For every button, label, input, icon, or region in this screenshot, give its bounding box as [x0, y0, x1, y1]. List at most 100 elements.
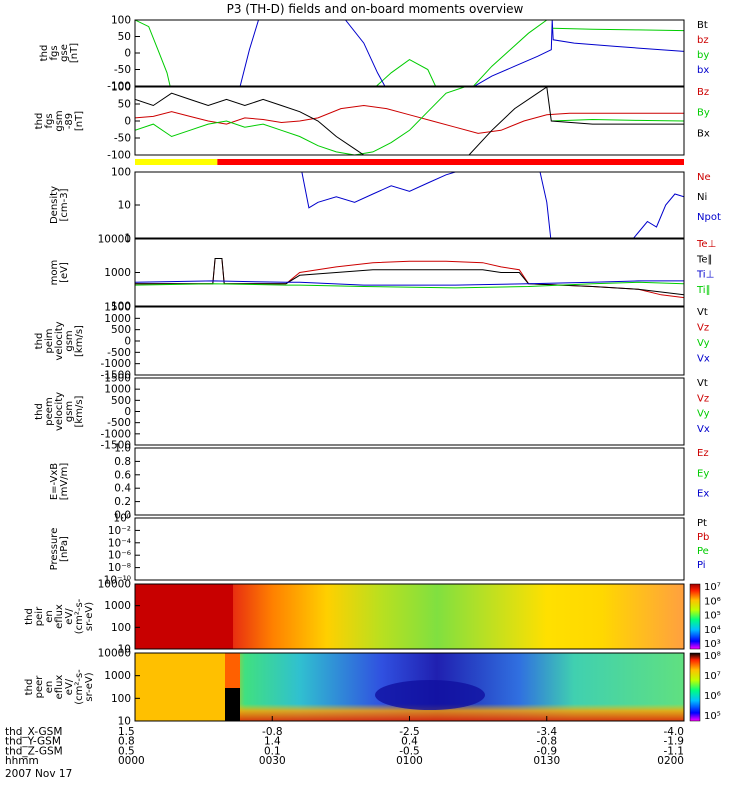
peir-spectrogram-block [135, 584, 233, 649]
legend-label-fgs_gse: bz [697, 35, 709, 46]
series-line-fgs_gse-by [375, 59, 437, 86]
peer-spectrogram-gap [225, 688, 240, 721]
footer-row-value: -1.1 [664, 745, 685, 757]
series-line-mom_temp-Te∥ [135, 258, 684, 296]
ylabel-peer_spec: (cm²-s- [74, 669, 85, 705]
ytick-label-fgs_gsm: -50 [114, 133, 131, 145]
panel-frame-density [134, 171, 685, 239]
footer-row-value: 0.5 [118, 745, 135, 757]
footer-row-value: 1.4 [264, 736, 281, 748]
footer-row-value: -2.5 [399, 726, 420, 738]
footer-date: 2007 Nov 17 [5, 768, 72, 780]
ytick-label-peir_spec: 10 [118, 644, 131, 656]
legend-label-peim_velocity: Vt [697, 307, 708, 318]
ylabel-fgs_gsm: thd [34, 113, 45, 130]
footer-row-value: -0.5 [399, 745, 420, 757]
legend-label-pressure: Pb [697, 532, 709, 543]
ytick-label-fgs_gsm: 100 [111, 82, 131, 94]
ylabel-pressure: [nPa] [59, 536, 70, 562]
footer-row-value: 0.8 [118, 736, 135, 748]
series-group-fgs_gse [135, 20, 684, 86]
footer-row-value: 1.5 [118, 726, 135, 738]
legend-label-mom_temp: Ti⊥ [696, 270, 714, 281]
legend-label-mom_temp: Te∥ [696, 254, 713, 265]
chart-title: P3 (TH-D) fields and on-board moments ov… [227, 2, 524, 16]
footer-row-label: hhmm [5, 755, 39, 767]
ylabel-peir_spec: (cm²-s- [74, 598, 85, 634]
mode-bar [135, 159, 684, 165]
ytick-label-density: 100 [111, 167, 131, 179]
colorbar-tick-peir_spec: 10⁴ [704, 625, 721, 636]
ytick-label-fgs_gse: 50 [118, 31, 131, 43]
ytick-label-mom_temp: 10000 [98, 234, 131, 246]
footer-row-label: thd_Z-GSM [5, 745, 63, 757]
legend-label-fgs_gsm: Bx [697, 128, 710, 139]
ylabel-peir_spec: eflux [54, 604, 65, 629]
ytick-label-pressure: 10⁰ [113, 513, 131, 525]
panel-frame-peim_velocity [134, 306, 685, 376]
ylabel-peer_spec: eV/ [64, 678, 75, 695]
ytick-label-fgs_gsm: 0 [124, 116, 131, 128]
ytick-label-efield: 0.8 [114, 456, 131, 468]
legend-label-efield: Ey [697, 468, 709, 479]
ylabel-peer_spec: en [44, 681, 55, 694]
ytick-label-peir_spec: 1000 [104, 600, 131, 612]
ytick-label-peer_spec: 1000 [104, 670, 131, 682]
ytick-label-peem_velocity: -1500 [100, 440, 131, 452]
series-line-density-Npot [633, 193, 684, 238]
footer-row-label: thd_X-GSM [5, 726, 62, 738]
ylabel-peim_velocity: gsm [64, 330, 75, 351]
ytick-label-peim_velocity: -500 [107, 347, 131, 359]
series-line-mom_temp-Te⊥ [135, 258, 684, 299]
ytick-label-pressure: 10⁻⁴ [108, 537, 131, 549]
panel-frame-peem_velocity [134, 377, 685, 446]
peer-spectrogram-core [375, 680, 485, 710]
colorbar-peir [689, 583, 701, 650]
footer-row-value: 0100 [396, 755, 423, 767]
footer-row-value: 0000 [118, 755, 145, 767]
series-group-density [301, 172, 684, 238]
ytick-label-efield: 0.4 [114, 483, 131, 495]
ytick-label-peer_spec: 100 [111, 693, 131, 705]
ylabel-peem_velocity: velocity [54, 392, 65, 431]
ylabel-peem_velocity: thd [34, 403, 45, 420]
ylabel-peir_spec: peir [34, 606, 45, 626]
ytick-label-fgs_gse: -100 [107, 81, 131, 93]
ytick-label-pressure: 10⁻⁶ [108, 550, 131, 562]
series-line-fgs_gse-bx [239, 20, 259, 86]
legend-label-mom_temp: Ti∥ [696, 285, 711, 296]
panel-frame-fgs_gsm [134, 86, 685, 156]
legend-label-peem_velocity: Vx [697, 424, 710, 435]
footer-row-value: 0130 [533, 755, 560, 767]
legend-label-mom_temp: Te⊥ [696, 239, 716, 250]
ylabel-peim_velocity: peim [44, 328, 55, 353]
legend-label-peem_velocity: Vy [697, 409, 710, 420]
panel-frame-pressure [134, 517, 685, 581]
ytick-label-mom_temp: 1000 [104, 267, 131, 279]
ylabel-fgs_gsm: fgs [44, 113, 55, 128]
series-line-fgs_gse-bx [473, 20, 684, 86]
ytick-label-peer_spec: 10 [118, 716, 131, 728]
ylabel-peem_velocity: gsm [64, 401, 75, 422]
series-line-density-Npot [301, 172, 552, 238]
ytick-label-pressure: 10⁻¹⁰ [104, 575, 131, 587]
ytick-label-peem_velocity: 1000 [104, 384, 131, 396]
footer-row-value: -0.9 [537, 745, 558, 757]
legend-label-density: Ni [697, 192, 707, 203]
footer-row-value: -3.4 [537, 726, 558, 738]
footer-row-value: 0.1 [264, 745, 281, 757]
ylabel-efield: [mV/m] [59, 463, 70, 501]
ylabel-mom_temp: mom [49, 260, 60, 286]
ylabel-fgs_gse: fgs [49, 45, 60, 60]
peer-spectrogram-gap-top [225, 653, 240, 688]
colorbar-tick-peer_spec: 10⁵ [704, 711, 721, 722]
ytick-label-fgs_gsm: 50 [118, 99, 131, 111]
colorbar-tick-peer_spec: 10⁷ [704, 671, 721, 682]
legend-label-density: Npot [697, 212, 721, 223]
ytick-label-peim_velocity: 1000 [104, 313, 131, 325]
ylabel-pressure: Pressure [49, 528, 60, 571]
ylabel-peem_velocity: [km/s] [74, 395, 85, 427]
legend-label-peim_velocity: Vx [697, 354, 710, 365]
colorbar-tick-peer_spec: 10⁸ [704, 651, 721, 662]
peer-spectrogram [135, 653, 684, 721]
